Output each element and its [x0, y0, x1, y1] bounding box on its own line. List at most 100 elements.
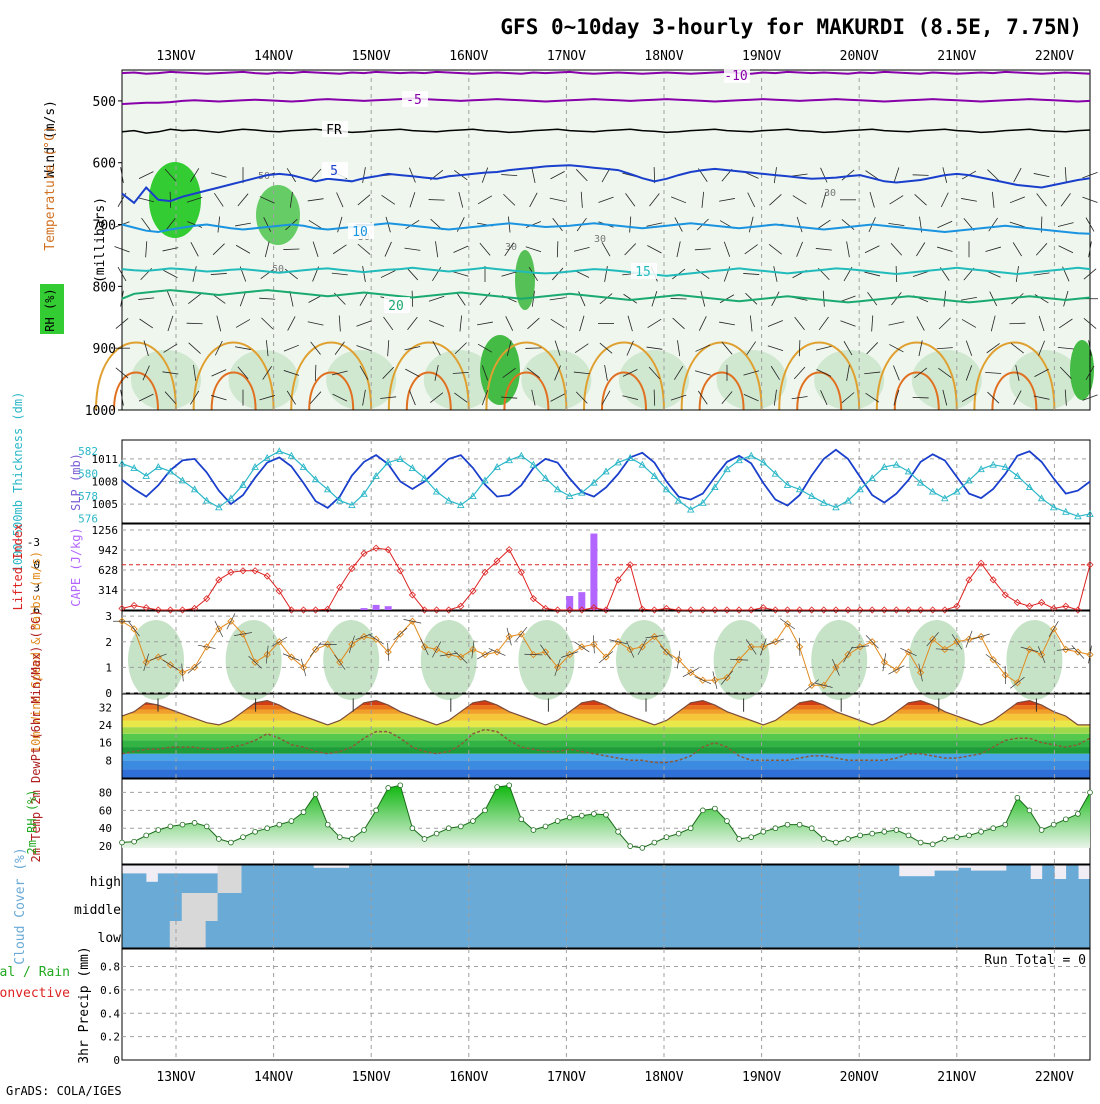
cloud-bar-low: [421, 921, 433, 948]
panels: 5050503030305006007008009001000-10-5FR51…: [0, 67, 1098, 1067]
rh-marker: [156, 828, 161, 833]
rh-marker: [144, 833, 149, 838]
rh-marker: [1003, 822, 1008, 827]
rh-marker: [507, 783, 512, 788]
cloud-bar-high: [397, 865, 409, 893]
cloud-bar-high: [122, 873, 134, 893]
rh-marker: [120, 840, 125, 845]
cloud-bar-middle: [1006, 893, 1018, 921]
wind-barb: [394, 628, 408, 640]
rh-contour-label: 30: [505, 242, 517, 253]
cloud-bar-high: [337, 868, 349, 893]
rh-marker: [628, 844, 633, 849]
cloud-bar-high: [970, 871, 982, 893]
temperature-band: [122, 747, 1090, 754]
slp-axis-title: SLP (mb): [69, 453, 83, 511]
cloud-bar-middle: [540, 893, 552, 921]
cloud-bar-low: [660, 921, 672, 948]
cloud-bar-low: [791, 921, 803, 948]
cloud-bar-high: [899, 876, 911, 893]
cloud-bar-middle: [265, 893, 277, 921]
cloud-bar-high: [409, 865, 421, 893]
rh-marker: [676, 831, 681, 836]
cloud-bar-middle: [612, 893, 624, 921]
top-date-label: 22NOV: [1035, 49, 1074, 64]
cloud-bar-low: [624, 921, 636, 948]
precip-legend-convective: Convective: [0, 986, 70, 1001]
cloud-bar-high: [588, 865, 600, 893]
cloud-bar-high: [469, 865, 481, 893]
contour-label: 15: [635, 265, 651, 280]
cloud-bar-middle: [899, 893, 911, 921]
rh-marker: [797, 822, 802, 827]
cloud-bar-high: [289, 865, 301, 893]
rh-marker: [471, 819, 476, 824]
cloud-bar-middle: [433, 893, 445, 921]
rh-marker: [301, 810, 306, 815]
rh-marker: [955, 835, 960, 840]
cloud-bar-high: [612, 865, 624, 893]
wind-barb: [525, 348, 541, 349]
cloud-bar-high: [1078, 879, 1090, 893]
cloud-bar-middle: [636, 893, 648, 921]
rh-marker: [785, 822, 790, 827]
cloud-bar-middle: [301, 893, 313, 921]
wind-barb: [593, 635, 594, 653]
cloud-bar-high: [301, 865, 313, 893]
cloud-bar-middle: [349, 893, 361, 921]
cloud-bar-high: [959, 868, 971, 893]
contour-label: -5: [406, 93, 422, 108]
cloud-bar-middle: [1054, 893, 1066, 921]
wind-barb: [283, 654, 300, 661]
cloud-bar-high: [433, 865, 445, 893]
temperature-band: [122, 740, 1090, 747]
cloud-bar-middle: [743, 893, 755, 921]
rh-marker: [362, 828, 367, 833]
rh-marker: [543, 824, 548, 829]
rh-marker: [337, 835, 342, 840]
cloud-bar-high: [1018, 865, 1030, 893]
rh-marker: [531, 828, 536, 833]
cloud-bar-middle: [815, 893, 827, 921]
cloud-bar-low: [397, 921, 409, 948]
wind-barb: [671, 298, 687, 299]
cloud-bar-high: [492, 865, 504, 893]
cloud-bar-low: [899, 921, 911, 948]
cloud-bar-middle: [445, 893, 457, 921]
cloud-bar-high: [1054, 879, 1066, 893]
li-tick-label: -3: [27, 536, 40, 549]
cloud-clear-low: [194, 921, 206, 948]
cloud-bar-middle: [982, 893, 994, 921]
temperature-band: [122, 727, 1090, 734]
cloud-bar-high: [576, 865, 588, 893]
cloud-bar-high: [911, 876, 923, 893]
cloud-bar-high: [385, 865, 397, 893]
cloud-bar-middle: [911, 893, 923, 921]
rh-marker: [1027, 808, 1032, 813]
cloud-bar-middle: [385, 893, 397, 921]
cloud-bar-high: [935, 871, 947, 893]
cloud-bar-middle: [600, 893, 612, 921]
wind-barb: [1009, 323, 1025, 324]
cloud-bar-high: [648, 865, 660, 893]
cloud-bar-high: [1006, 865, 1018, 893]
rh-marker: [325, 822, 330, 827]
precip-axis-title: 3hr Precip (mm): [77, 946, 92, 1063]
rh-marker: [809, 826, 814, 831]
cloud-layer-label: middle: [74, 903, 121, 918]
cloud-bar-low: [277, 921, 289, 948]
wind-barb: [315, 365, 316, 381]
rh-marker: [1051, 822, 1056, 827]
wind-tick-label: 2: [105, 636, 112, 649]
bottom-date-label: 22NOV: [1035, 1070, 1074, 1085]
cloud-bar-low: [839, 921, 851, 948]
cloud-bar-middle: [313, 893, 325, 921]
cloud-bar-low: [289, 921, 301, 948]
cloud-clear-middle: [182, 893, 194, 921]
cloud-bar-middle: [492, 893, 504, 921]
rh-moist-region: [326, 350, 396, 410]
rh-marker: [991, 826, 996, 831]
cloud-bar-low: [469, 921, 481, 948]
